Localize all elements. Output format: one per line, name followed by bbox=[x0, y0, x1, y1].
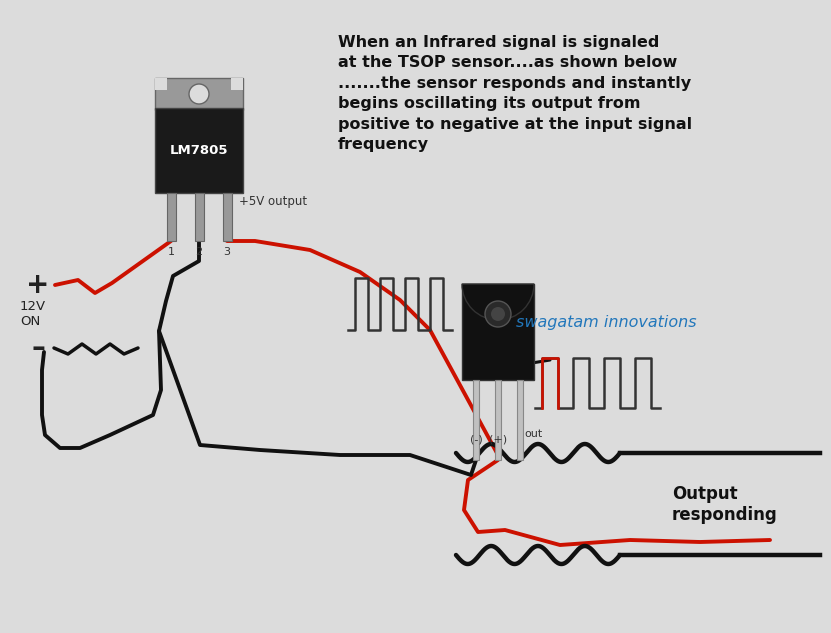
Text: +: + bbox=[27, 271, 50, 299]
Text: (+): (+) bbox=[489, 435, 507, 445]
Text: swagatam innovations: swagatam innovations bbox=[516, 315, 696, 330]
Bar bbox=[231, 78, 243, 90]
Text: 12V
ON: 12V ON bbox=[20, 300, 47, 328]
Bar bbox=[155, 78, 167, 90]
Bar bbox=[194, 193, 204, 241]
Bar bbox=[166, 193, 175, 241]
Text: +5V output: +5V output bbox=[239, 194, 307, 208]
Text: Output
responding: Output responding bbox=[672, 485, 778, 523]
Text: (-): (-) bbox=[470, 435, 482, 445]
Text: 3: 3 bbox=[224, 247, 230, 257]
Text: 1: 1 bbox=[168, 247, 175, 257]
Circle shape bbox=[189, 84, 209, 104]
Bar bbox=[155, 78, 243, 110]
Bar bbox=[495, 380, 501, 460]
Text: When an Infrared signal is signaled
at the TSOP sensor....as shown below
.......: When an Infrared signal is signaled at t… bbox=[338, 35, 692, 152]
Text: 2: 2 bbox=[195, 247, 203, 257]
Circle shape bbox=[485, 301, 511, 327]
Bar bbox=[473, 380, 479, 460]
Wedge shape bbox=[462, 284, 534, 320]
Bar bbox=[223, 193, 232, 241]
Bar bbox=[462, 284, 534, 380]
Circle shape bbox=[491, 307, 505, 321]
Text: LM7805: LM7805 bbox=[170, 144, 229, 156]
Text: out: out bbox=[524, 429, 543, 439]
Bar bbox=[517, 380, 523, 460]
Text: –: – bbox=[31, 334, 45, 362]
Bar bbox=[155, 108, 243, 193]
